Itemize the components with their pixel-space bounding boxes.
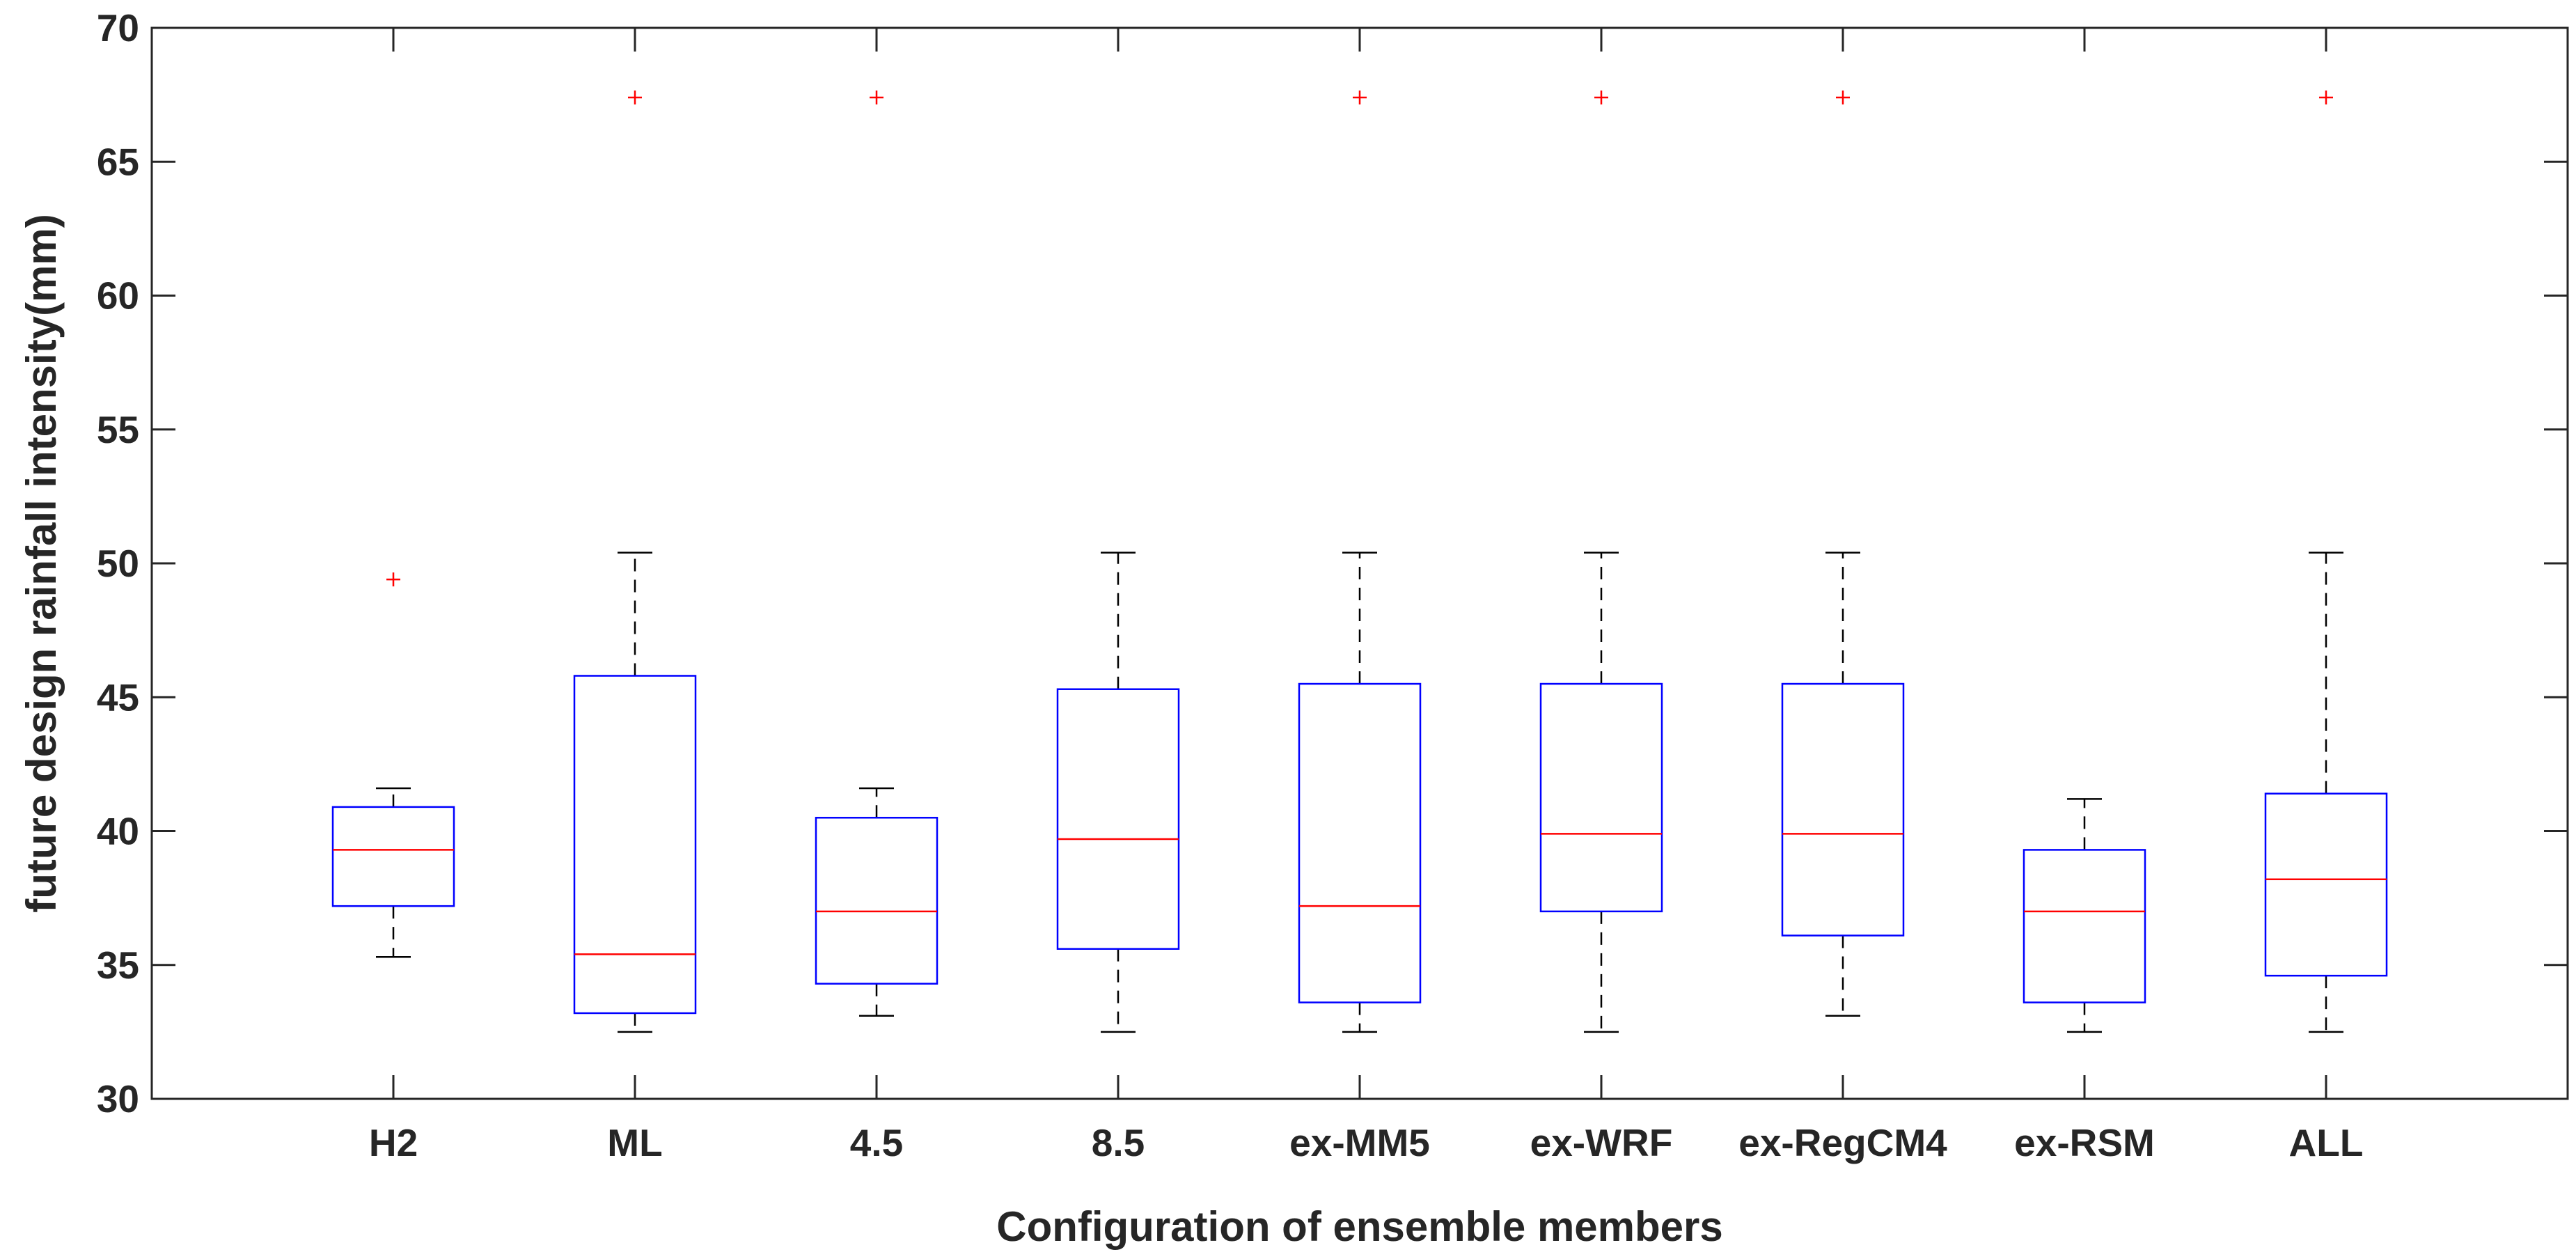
y-axis: 30 35 40 45 50 55 60 65 70 <box>97 6 2568 1120</box>
x-tick-label: ex-WRF <box>1530 1121 1673 1164</box>
y-tick-label: 65 <box>97 140 139 183</box>
x-tick-label: ALL <box>2289 1121 2364 1164</box>
x-tick-label: ex-RSM <box>2014 1121 2155 1164</box>
outlier-marker <box>1836 90 1850 104</box>
box <box>1056 688 1180 950</box>
y-tick-label: 40 <box>97 810 139 853</box>
outlier-marker <box>870 90 883 104</box>
plot-area <box>152 28 2568 1099</box>
x-tick-label: 8.5 <box>1092 1121 1145 1164</box>
x-axis: H2 ML 4.5 8.5 ex-MM5 ex-WRF ex-RegCM4 ex-RSM ALL <box>369 28 2364 1164</box>
box <box>1298 682 1422 1003</box>
x-tick-label: 4.5 <box>850 1121 903 1164</box>
x-axis-title: Configuration of ensemble members <box>996 1203 1723 1250</box>
x-tick-label: H2 <box>369 1121 418 1164</box>
outlier-marker <box>386 572 400 587</box>
y-tick-label: 55 <box>97 408 139 451</box>
box-group-ex-MM5 <box>1298 90 1422 1033</box>
box <box>2023 849 2146 1003</box>
box <box>331 806 455 907</box>
y-tick-label: 35 <box>97 944 139 987</box>
x-tick-label: ex-MM5 <box>1289 1121 1430 1164</box>
box-group-ML <box>573 90 697 1033</box>
box <box>573 675 697 1015</box>
x-tick-label: ex-RegCM4 <box>1738 1121 1947 1164</box>
y-tick-label: 30 <box>97 1077 139 1120</box>
box <box>1539 682 1663 913</box>
box <box>1781 682 1905 937</box>
y-tick-label: 60 <box>97 274 139 318</box>
y-axis-title: future design rainfall intensity(mm) <box>18 214 65 912</box>
box-group-ex-RSM <box>2023 798 2146 1033</box>
y-tick-label: 50 <box>97 542 139 585</box>
outlier-marker <box>1353 90 1367 104</box>
y-tick-label: 70 <box>97 6 139 49</box>
box-group-H2 <box>331 572 455 958</box>
box <box>815 817 938 985</box>
box-group-4.5 <box>815 90 938 1017</box>
outlier-marker <box>628 90 642 104</box>
box-group-ex-RegCM4 <box>1781 90 1905 1017</box>
x-tick-label: ML <box>607 1121 662 1164</box>
outlier-marker <box>1594 90 1608 104</box>
outlier-marker <box>2319 90 2333 104</box>
box-series <box>331 90 2388 1033</box>
plot-frame <box>150 26 2569 1100</box>
y-tick-label: 45 <box>97 675 139 719</box>
box-group-ex-WRF <box>1539 90 1663 1033</box>
box-group-ALL <box>2264 90 2388 1033</box>
box <box>2264 792 2388 977</box>
box-group-8.5 <box>1056 552 1180 1033</box>
